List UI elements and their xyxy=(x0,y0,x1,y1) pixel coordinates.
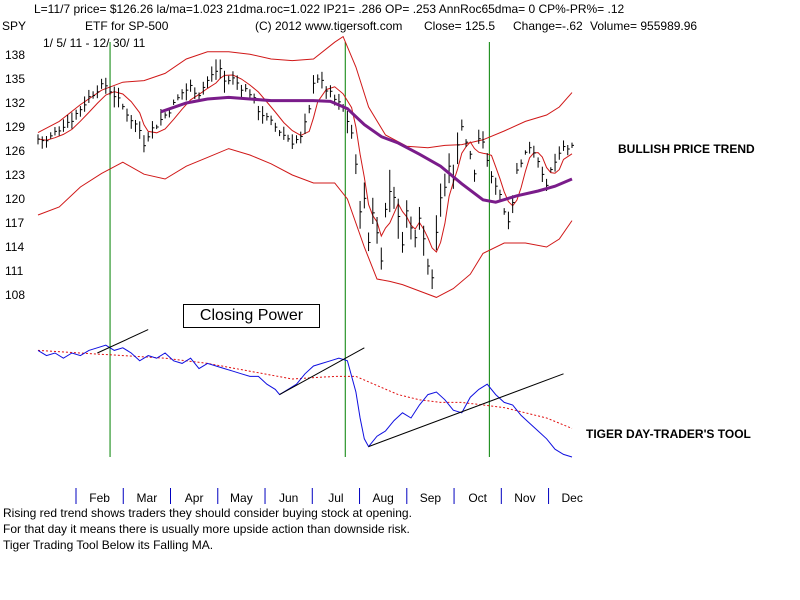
month-label: Aug xyxy=(372,491,393,505)
price-tick-label: 114 xyxy=(5,240,24,254)
stats-line: L=11/7 price= $126.26 la/ma=1.023 21dma.… xyxy=(34,2,625,16)
symbol-label: SPY xyxy=(2,19,27,33)
copyright-label: (C) 2012 www.tigersoft.com xyxy=(255,19,403,33)
month-label: Apr xyxy=(185,491,204,505)
price-tick-label: 111 xyxy=(5,264,24,278)
closing-power-line xyxy=(37,344,573,458)
close-label: Close= 125.5 xyxy=(424,19,496,33)
month-label: Oct xyxy=(468,491,487,505)
price-tick-label: 135 xyxy=(5,72,25,86)
price-tick-label: 129 xyxy=(5,120,25,134)
note-line-3: Tiger Trading Tool Below its Falling MA. xyxy=(3,538,214,552)
change-label: Change=-.62 xyxy=(513,19,583,33)
short-ma-line xyxy=(37,74,573,253)
price-tick-label: 138 xyxy=(5,48,25,62)
month-label: May xyxy=(230,491,253,505)
note-line-2: For that day it means there is usually m… xyxy=(3,522,410,536)
date-range-label: 1/ 5/ 11 - 12/ 30/ 11 xyxy=(43,36,146,50)
cp-trendline-2 xyxy=(279,347,365,396)
month-label: Dec xyxy=(562,491,583,505)
signal-lines xyxy=(109,42,490,457)
upper-band-line xyxy=(37,35,573,149)
ma-line xyxy=(160,95,573,204)
lower-band-line xyxy=(37,148,573,298)
note-line-1: Rising red trend shows traders they shou… xyxy=(3,506,412,520)
price-bars xyxy=(37,59,574,290)
price-axis-labels: 108 111 114 117 120 123 126 129 132 135 138 xyxy=(5,48,25,302)
bollinger-bands xyxy=(37,35,573,298)
price-tick-label: 117 xyxy=(5,216,24,230)
price-tick-label: 123 xyxy=(5,168,25,182)
price-tick-label: 126 xyxy=(5,144,25,158)
volume-label: Volume= 955989.96 xyxy=(590,19,698,33)
month-axis: Feb Mar Apr May Jun Jul Aug Sep Oct Nov Dec xyxy=(75,488,583,505)
month-label: Jun xyxy=(279,491,298,505)
month-label: Sep xyxy=(420,491,442,505)
closing-power-panel xyxy=(37,329,573,458)
cp-trendline-1 xyxy=(97,329,149,354)
month-label: Jul xyxy=(328,491,343,505)
day-trader-tool-label: TIGER DAY-TRADER'S TOOL xyxy=(586,427,751,441)
month-label: Feb xyxy=(89,491,110,505)
closing-power-label: Closing Power xyxy=(183,304,320,328)
cp-ma-line xyxy=(37,349,573,429)
price-tick-label: 132 xyxy=(5,96,25,110)
cp-trendline-3 xyxy=(368,373,564,448)
month-label: Nov xyxy=(514,491,535,505)
bullish-trend-label: BULLISH PRICE TREND xyxy=(618,142,755,156)
moving-average xyxy=(160,95,573,204)
price-tick-label: 120 xyxy=(5,192,25,206)
price-tick-label: 108 xyxy=(5,288,25,302)
etf-label: ETF for SP-500 xyxy=(85,19,169,33)
month-label: Mar xyxy=(137,491,158,505)
